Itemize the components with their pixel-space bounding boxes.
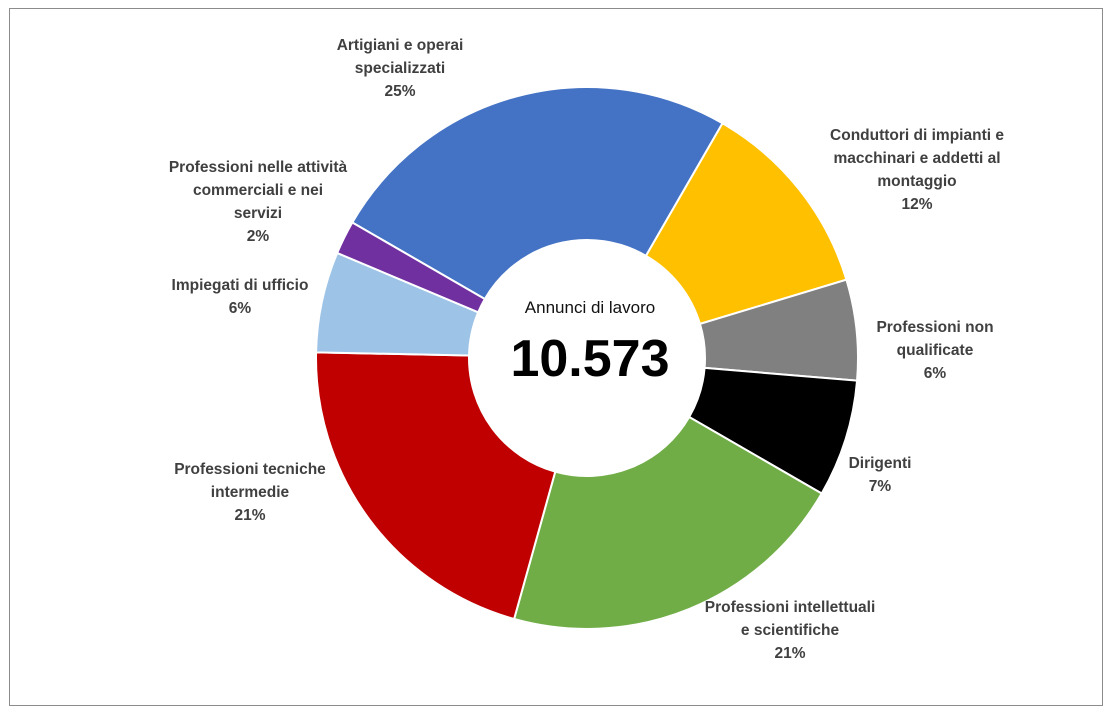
slice-category-line: Professioni tecniche (174, 461, 326, 478)
slice-label: Impiegati di ufficio 6% (90, 274, 390, 320)
slice-label: Artigiani e operai specializzati 25% (250, 34, 550, 103)
slice-percent: 6% (923, 365, 947, 382)
slice-percent: 2% (246, 228, 270, 245)
slice-percent: 25% (384, 83, 416, 100)
slice-category-line: servizi (233, 205, 283, 222)
slice-label: Conduttori di impianti e macchinari e add… (767, 124, 1067, 216)
center-total: 10.573 (510, 330, 670, 388)
slice-label: Professioni nelle attività commerciali e … (108, 156, 408, 248)
slice-percent: 7% (868, 478, 892, 495)
slice-category-line: Conduttori di impianti e (830, 127, 1004, 144)
slice-category-line: specializzati (354, 60, 446, 77)
slice-label: Professioni intellettuali e scientifiche 2… (640, 596, 940, 665)
slice-percent: 6% (228, 300, 252, 317)
donut-hole (469, 240, 705, 476)
slice-percent: 12% (901, 196, 933, 213)
slice-category-line: Artigiani e operai (336, 37, 464, 54)
slice-category-line: e scientifiche (740, 622, 840, 639)
slice-label: Dirigenti 7% (730, 452, 1030, 498)
slice-category-line: intermedie (210, 484, 290, 501)
slice-category-line: Professioni intellettuali (704, 599, 876, 616)
slice-category-line: Professioni nelle attività (168, 159, 348, 176)
slice-category-line: macchinari e addetti al (833, 150, 1001, 167)
slice-percent: 21% (774, 645, 806, 662)
slice-label: Professioni non qualificate 6% (785, 316, 1085, 385)
slice-category-line: montaggio (877, 173, 957, 190)
slice-percent: 21% (234, 507, 266, 524)
slice-category-line: commerciali e nei (192, 182, 324, 199)
slice-category-line: Dirigenti (848, 455, 912, 472)
center-caption: Annunci di lavoro (524, 298, 656, 317)
slice-label: Professioni tecniche intermedie 21% (100, 458, 400, 527)
slice-category-line: Impiegati di ufficio (171, 277, 309, 294)
slice-category-line: Professioni non (876, 319, 994, 336)
slice-category-line: qualificate (896, 342, 974, 359)
